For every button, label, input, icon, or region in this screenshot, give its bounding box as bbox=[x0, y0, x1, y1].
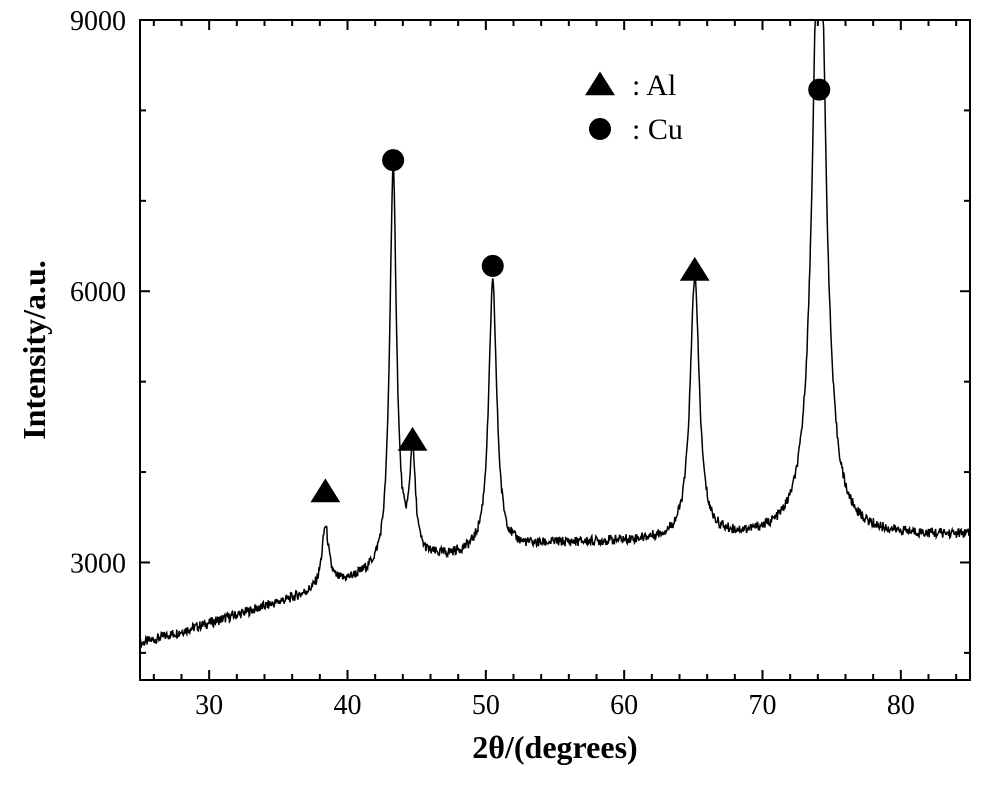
x-tick-label: 60 bbox=[610, 690, 638, 721]
peak-markers bbox=[311, 79, 829, 502]
legend-label: : Al bbox=[632, 69, 676, 102]
legend-label: : Cu bbox=[632, 113, 683, 146]
y-tick-labels: 3000 6000 9000 bbox=[70, 6, 126, 579]
y-axis-title: Intensity/a.u. bbox=[16, 260, 52, 440]
chart-svg: 30 40 50 60 70 80 3000 6000 9000 2θ/(degrees) I… bbox=[0, 0, 1000, 784]
x-tick-label: 40 bbox=[334, 690, 362, 721]
y-ticks bbox=[140, 20, 970, 653]
circle-icon bbox=[482, 255, 503, 276]
intensity-curve bbox=[140, 20, 970, 649]
x-tick-labels: 30 40 50 60 70 80 bbox=[195, 690, 915, 721]
x-tick-label: 70 bbox=[749, 690, 777, 721]
x-ticks bbox=[154, 20, 956, 680]
y-tick-label: 9000 bbox=[70, 6, 126, 37]
plot-frame bbox=[140, 20, 970, 680]
triangle-icon bbox=[681, 258, 709, 280]
x-tick-label: 30 bbox=[195, 690, 223, 721]
x-axis-title: 2θ/(degrees) bbox=[472, 729, 637, 765]
x-tick-label: 80 bbox=[887, 690, 915, 721]
triangle-icon bbox=[311, 479, 339, 501]
circle-icon bbox=[383, 150, 404, 171]
circle-icon bbox=[809, 79, 830, 100]
xrd-chart: 30 40 50 60 70 80 3000 6000 9000 2θ/(degrees) I… bbox=[0, 0, 1000, 784]
x-tick-label: 50 bbox=[472, 690, 500, 721]
triangle-icon bbox=[399, 428, 427, 450]
legend-circle-icon bbox=[590, 119, 611, 140]
y-tick-label: 6000 bbox=[70, 277, 126, 308]
y-tick-label: 3000 bbox=[70, 548, 126, 579]
legend: : Al : Cu bbox=[586, 69, 683, 146]
legend-triangle-icon bbox=[586, 72, 614, 94]
